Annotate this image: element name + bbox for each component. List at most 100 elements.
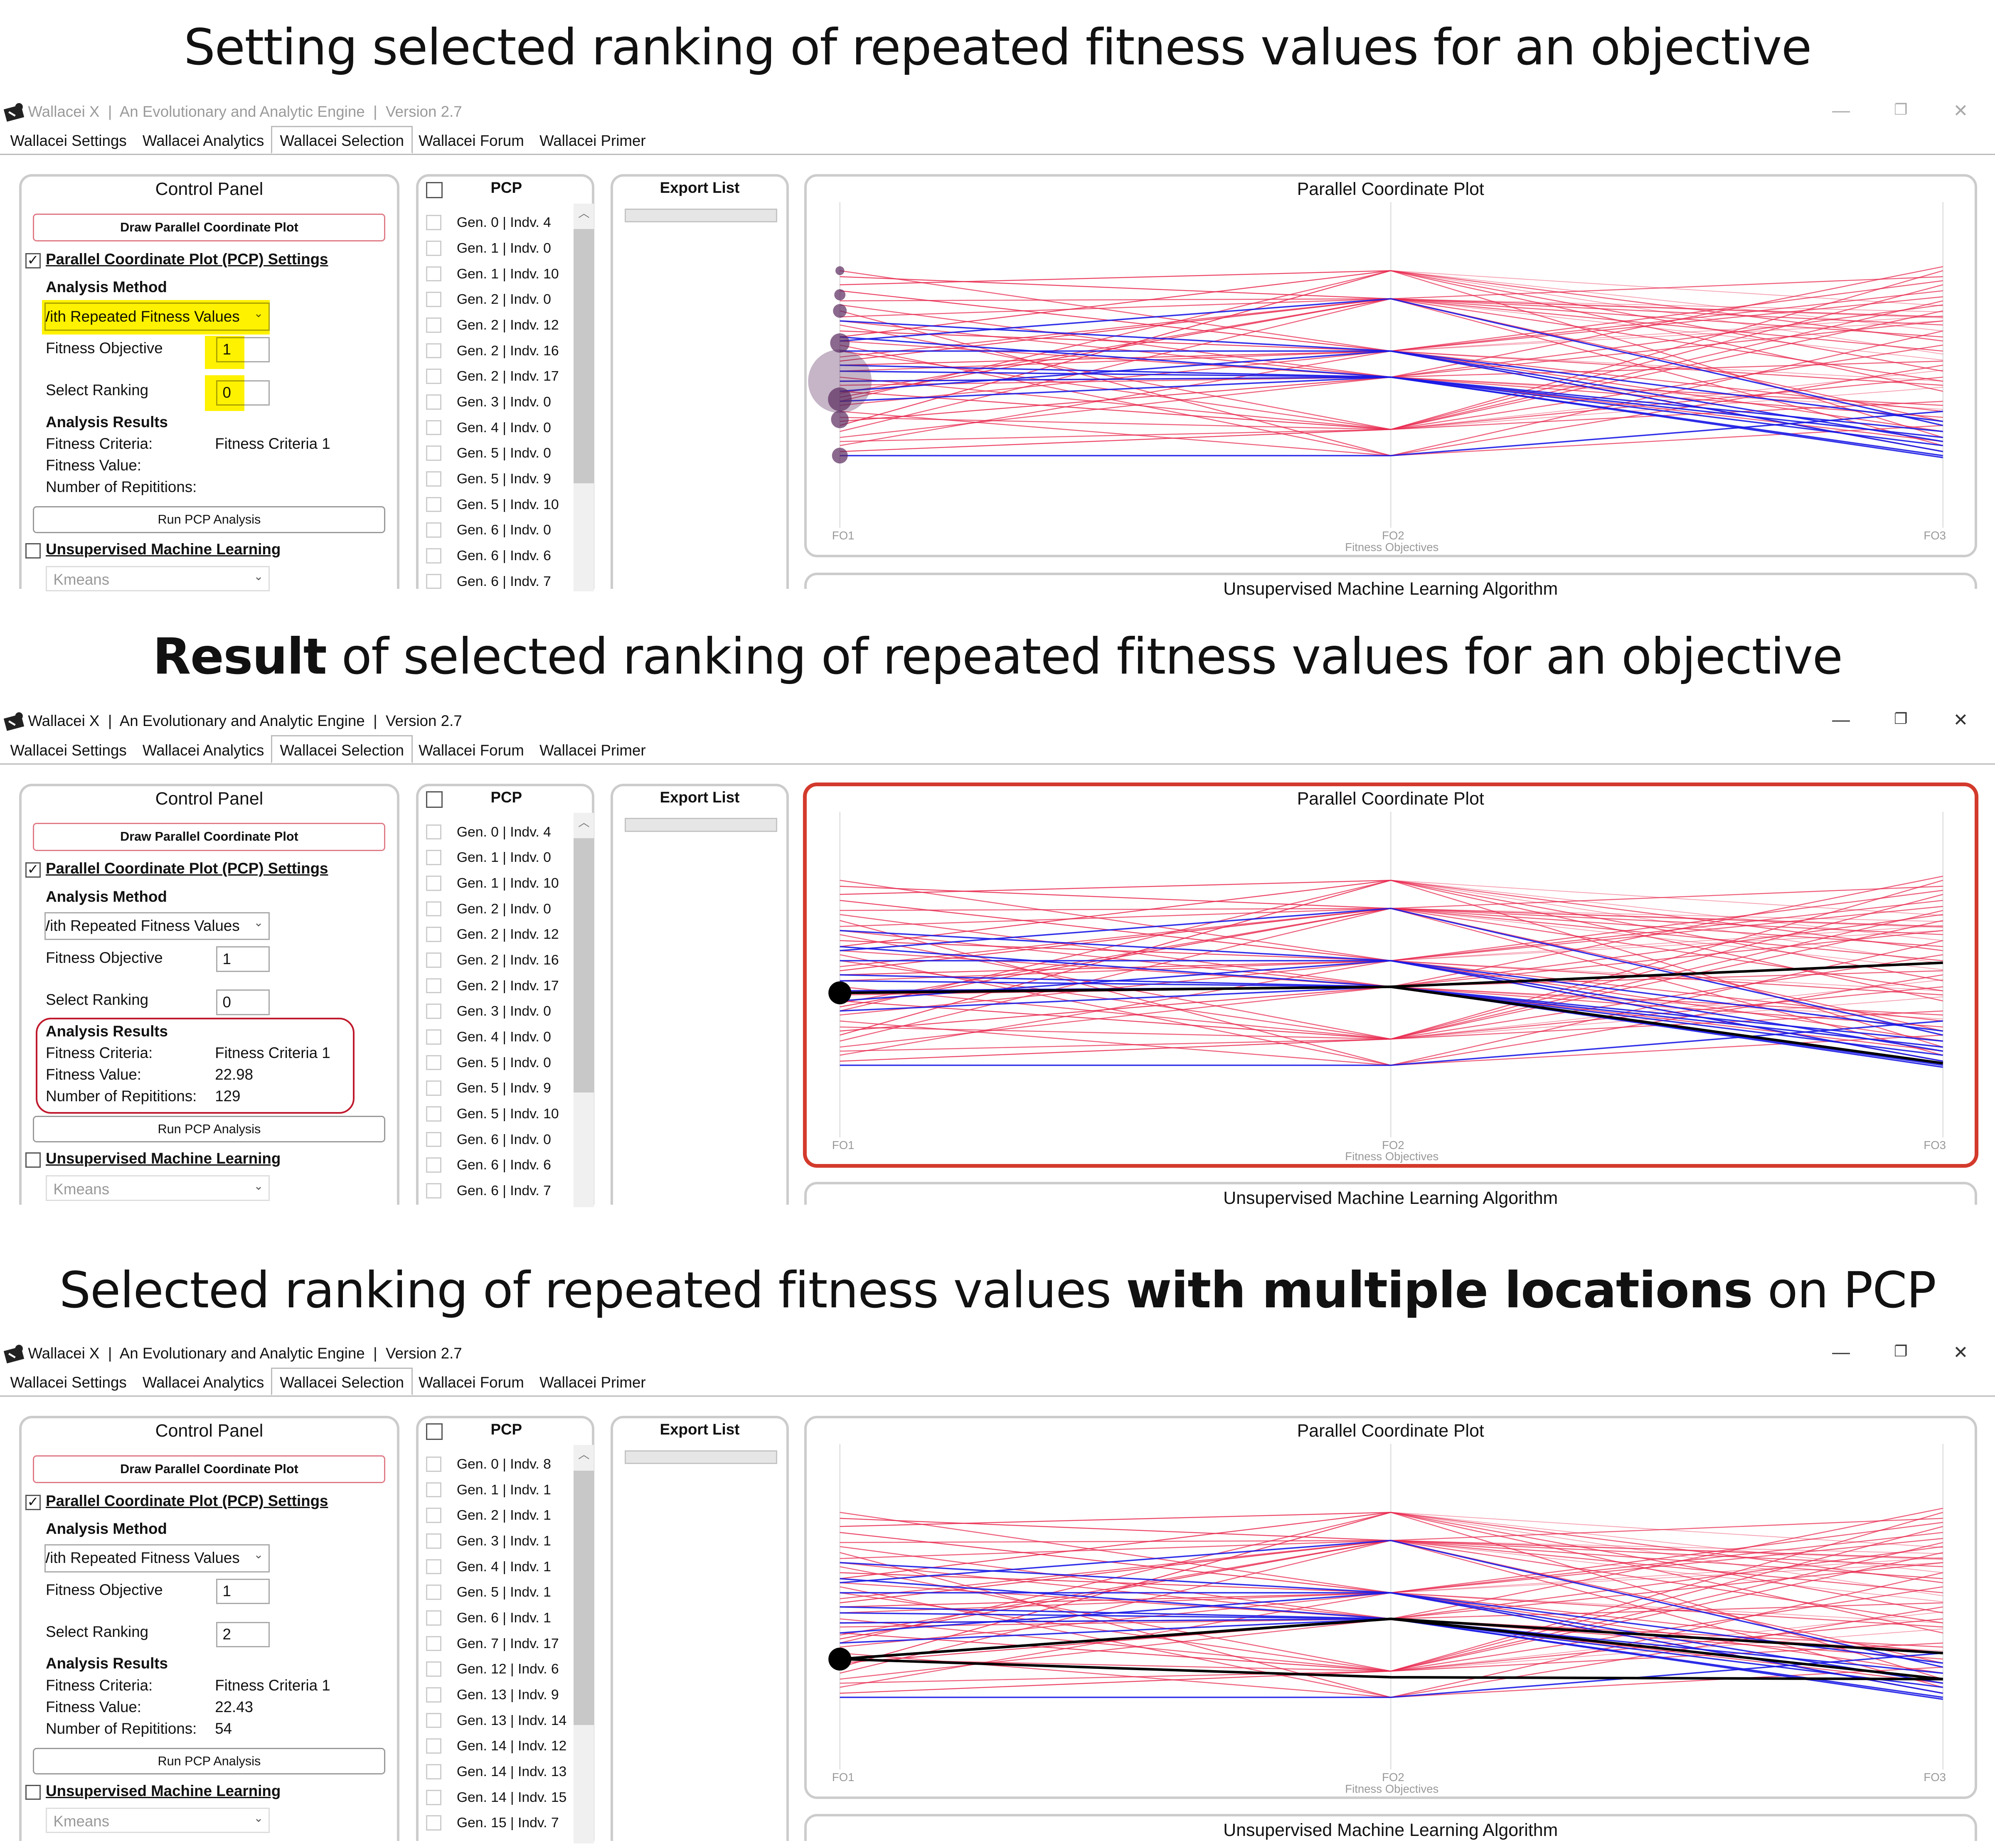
tab-wallacei-settings[interactable]: Wallacei Settings <box>10 1374 127 1391</box>
pcp-item-checkbox[interactable] <box>426 1610 442 1626</box>
export-list-input[interactable] <box>624 818 778 832</box>
pcp-item-checkbox[interactable] <box>426 1764 442 1779</box>
pcp-item-checkbox[interactable] <box>426 978 442 994</box>
pcp-list-item[interactable]: Gen. 4 | Indv. 1 <box>419 1555 571 1578</box>
pcp-list-item[interactable]: Gen. 5 | Indv. 10 <box>419 493 571 516</box>
select-ranking-input[interactable]: 0 <box>216 989 270 1015</box>
pcp-settings-checkbox[interactable]: ✓ <box>25 1494 41 1510</box>
pcp-select-all-checkbox[interactable] <box>426 791 443 808</box>
pcp-item-checkbox[interactable] <box>426 420 442 436</box>
pcp-list-item[interactable]: Gen. 5 | Indv. 1 <box>419 1581 571 1604</box>
pcp-item-checkbox[interactable] <box>426 394 442 410</box>
draw-pcp-button[interactable]: Draw Parallel Coordinate Plot <box>33 1455 386 1484</box>
pcp-item-checkbox[interactable] <box>426 445 442 461</box>
pcp-item-checkbox[interactable] <box>426 901 442 917</box>
pcp-list-item[interactable]: Gen. 4 | Indv. 0 <box>419 1026 571 1048</box>
pcp-list-item[interactable]: Gen. 0 | Indv. 4 <box>419 211 571 234</box>
tab-wallacei-forum[interactable]: Wallacei Forum <box>419 1374 524 1391</box>
pcp-list-item[interactable]: Gen. 1 | Indv. 10 <box>419 262 571 285</box>
pcp-item-checkbox[interactable] <box>426 927 442 942</box>
pcp-select-all-checkbox[interactable] <box>426 182 443 199</box>
export-list-input[interactable] <box>624 208 778 223</box>
pcp-item-checkbox[interactable] <box>426 1815 442 1831</box>
unsupervised-method-dropdown[interactable]: Kmeans ⌄ <box>46 566 270 592</box>
pcp-list-item[interactable]: Gen. 14 | Indv. 13 <box>419 1760 571 1783</box>
unsupervised-ml-checkbox[interactable] <box>25 1784 41 1800</box>
pcp-item-checkbox[interactable] <box>426 497 442 512</box>
unsupervised-ml-label[interactable]: Unsupervised Machine Learning <box>46 1782 281 1799</box>
pcp-list-item[interactable]: Gen. 1 | Indv. 10 <box>419 872 571 895</box>
minimize-button[interactable]: — <box>1832 1342 1850 1362</box>
close-button[interactable]: ✕ <box>1953 101 1968 121</box>
pcp-list-item[interactable]: Gen. 3 | Indv. 0 <box>419 391 571 413</box>
pcp-list-item[interactable]: Gen. 7 | Indv. 17 <box>419 1632 571 1655</box>
pcp-item-checkbox[interactable] <box>426 1106 442 1122</box>
pcp-item-checkbox[interactable] <box>426 1559 442 1575</box>
pcp-list-item[interactable]: Gen. 2 | Indv. 1 <box>419 1504 571 1527</box>
tab-wallacei-settings[interactable]: Wallacei Settings <box>10 741 127 759</box>
unsupervised-ml-label[interactable]: Unsupervised Machine Learning <box>46 1150 281 1167</box>
restore-button[interactable]: ❐ <box>1894 1342 1908 1360</box>
pcp-list-item[interactable]: Gen. 5 | Indv. 0 <box>419 1051 571 1074</box>
unsupervised-ml-checkbox[interactable] <box>25 543 41 559</box>
pcp-item-checkbox[interactable] <box>426 343 442 359</box>
pcp-settings-label[interactable]: Parallel Coordinate Plot (PCP) Settings <box>46 1492 328 1509</box>
pcp-settings-checkbox[interactable]: ✓ <box>25 253 41 268</box>
pcp-list-item[interactable]: Gen. 15 | Indv. 7 <box>419 1811 571 1834</box>
pcp-item-checkbox[interactable] <box>426 1132 442 1147</box>
pcp-list-item[interactable]: Gen. 2 | Indv. 17 <box>419 365 571 388</box>
pcp-list-item[interactable]: Gen. 13 | Indv. 9 <box>419 1683 571 1706</box>
tab-wallacei-selection[interactable]: Wallacei Selection <box>271 126 413 154</box>
pcp-list-item[interactable]: Gen. 2 | Indv. 16 <box>419 339 571 362</box>
pcp-chart[interactable] <box>804 174 1977 557</box>
pcp-item-checkbox[interactable] <box>426 1080 442 1096</box>
pcp-list-item[interactable]: Gen. 2 | Indv. 16 <box>419 949 571 972</box>
pcp-list-item[interactable]: Gen. 6 | Indv. 0 <box>419 519 571 541</box>
pcp-item-checkbox[interactable] <box>426 1661 442 1677</box>
pcp-list-item[interactable]: Gen. 4 | Indv. 0 <box>419 416 571 439</box>
pcp-list-item[interactable]: Gen. 6 | Indv. 6 <box>419 544 571 567</box>
pcp-item-checkbox[interactable] <box>426 292 442 307</box>
pcp-item-checkbox[interactable] <box>426 369 442 384</box>
pcp-list-item[interactable]: Gen. 2 | Indv. 0 <box>419 288 571 311</box>
pcp-item-checkbox[interactable] <box>426 952 442 968</box>
unsupervised-ml-label[interactable]: Unsupervised Machine Learning <box>46 540 281 558</box>
pcp-list-item[interactable]: Gen. 5 | Indv. 9 <box>419 468 571 490</box>
pcp-item-checkbox[interactable] <box>426 1508 442 1523</box>
pcp-item-checkbox[interactable] <box>426 824 442 840</box>
pcp-list-item[interactable]: Gen. 0 | Indv. 4 <box>419 820 571 843</box>
pcp-item-checkbox[interactable] <box>426 1738 442 1754</box>
pcp-list-item[interactable]: Gen. 5 | Indv. 0 <box>419 442 571 465</box>
pcp-item-checkbox[interactable] <box>426 1636 442 1651</box>
run-pcp-analysis-button[interactable]: Run PCP Analysis <box>33 1747 386 1775</box>
draw-pcp-button[interactable]: Draw Parallel Coordinate Plot <box>33 214 386 242</box>
pcp-list-item[interactable]: Gen. 2 | Indv. 12 <box>419 314 571 337</box>
scroll-up-icon[interactable]: ︿ <box>578 206 590 219</box>
pcp-item-checkbox[interactable] <box>426 317 442 333</box>
pcp-item-checkbox[interactable] <box>426 850 442 865</box>
pcp-item-checkbox[interactable] <box>426 1533 442 1549</box>
unsupervised-ml-checkbox[interactable] <box>25 1152 41 1168</box>
pcp-item-checkbox[interactable] <box>426 471 442 487</box>
pcp-item-checkbox[interactable] <box>426 875 442 891</box>
pcp-settings-label[interactable]: Parallel Coordinate Plot (PCP) Settings <box>46 250 328 268</box>
pcp-item-checkbox[interactable] <box>426 1482 442 1498</box>
minimize-button[interactable]: — <box>1832 100 1850 121</box>
fitness-objective-input[interactable]: 1 <box>216 946 270 972</box>
close-button[interactable]: ✕ <box>1953 710 1968 731</box>
tab-wallacei-settings[interactable]: Wallacei Settings <box>10 132 127 150</box>
tab-wallacei-analytics[interactable]: Wallacei Analytics <box>142 1374 264 1391</box>
tab-wallacei-selection[interactable]: Wallacei Selection <box>271 1367 413 1396</box>
pcp-list-item[interactable]: Gen. 6 | Indv. 6 <box>419 1154 571 1176</box>
pcp-list-item[interactable]: Gen. 5 | Indv. 9 <box>419 1077 571 1100</box>
analysis-method-dropdown[interactable]: With Repeated Fitness Values ⌄ <box>44 1544 270 1572</box>
pcp-chart[interactable] <box>804 784 1977 1166</box>
pcp-list-scrollbar[interactable]: ︿ <box>574 812 594 1207</box>
pcp-list-item[interactable]: Gen. 6 | Indv. 7 <box>419 570 571 593</box>
pcp-list-item[interactable]: Gen. 1 | Indv. 0 <box>419 237 571 260</box>
pcp-list-item[interactable]: Gen. 12 | Indv. 6 <box>419 1658 571 1681</box>
pcp-item-checkbox[interactable] <box>426 1004 442 1019</box>
pcp-item-checkbox[interactable] <box>426 266 442 282</box>
run-pcp-analysis-button[interactable]: Run PCP Analysis <box>33 506 386 533</box>
pcp-item-checkbox[interactable] <box>426 1157 442 1173</box>
